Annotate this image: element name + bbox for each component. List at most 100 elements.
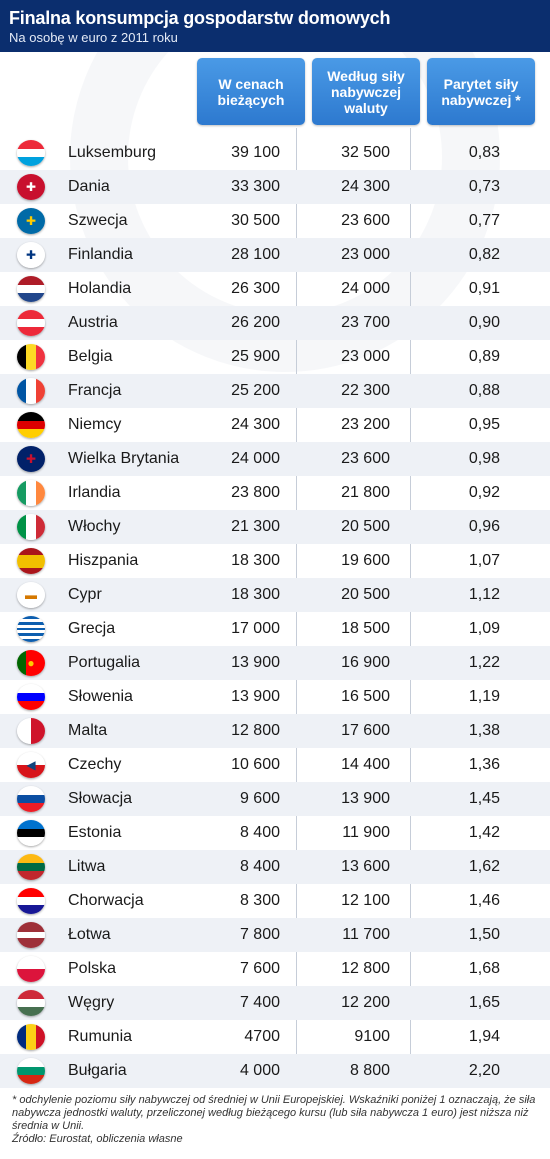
flag-icon: ● (17, 650, 45, 676)
flag-icon (17, 310, 45, 336)
value-purchasing-power: 9100 (354, 1028, 390, 1045)
flag-icon (17, 548, 45, 574)
value-current-prices: 8 400 (239, 824, 280, 841)
value-parity: 1,22 (468, 654, 500, 671)
flag-icon (17, 718, 45, 744)
value-parity: 2,20 (468, 1062, 500, 1079)
flag-icon: ◀ (17, 752, 45, 778)
value-current-prices: 25 200 (231, 382, 280, 399)
flag-icon (17, 616, 45, 642)
flag-icon (17, 956, 45, 982)
flag-icon (17, 1024, 45, 1050)
country-name: Malta (68, 722, 108, 739)
flag-icon (17, 990, 45, 1016)
value-current-prices: 7 400 (239, 994, 280, 1011)
table-row: Estonia 8 400 11 900 1,42 (0, 816, 550, 850)
country-name: Polska (68, 960, 117, 977)
value-current-prices: 26 200 (231, 314, 280, 331)
table-row: Rumunia 4700 9100 1,94 (0, 1020, 550, 1054)
flag-icon (17, 480, 45, 506)
value-current-prices: 8 300 (239, 892, 280, 909)
value-current-prices: 26 300 (231, 280, 280, 297)
value-current-prices: 33 300 (231, 178, 280, 195)
value-parity: 1,62 (468, 858, 500, 875)
value-current-prices: 17 000 (231, 620, 280, 637)
country-name: Portugalia (68, 654, 141, 671)
flag-icon (17, 378, 45, 404)
value-current-prices: 18 300 (231, 586, 280, 603)
flag-icon (17, 412, 45, 438)
footnote: * odchylenie poziomu siły nabywczej od ś… (12, 1094, 536, 1132)
value-current-prices: 39 100 (231, 144, 280, 161)
table-row: Luksemburg 39 100 32 500 0,83 (0, 136, 550, 170)
value-current-prices: 21 300 (231, 518, 280, 535)
value-parity: 1,36 (468, 756, 500, 773)
value-purchasing-power: 12 100 (341, 892, 390, 909)
table-row: Holandia 26 300 24 000 0,91 (0, 272, 550, 306)
value-current-prices: 23 800 (231, 484, 280, 501)
flag-icon (17, 922, 45, 948)
value-parity: 1,94 (468, 1028, 500, 1045)
value-purchasing-power: 16 900 (341, 654, 390, 671)
value-purchasing-power: 24 300 (341, 178, 390, 195)
value-purchasing-power: 32 500 (341, 144, 390, 161)
column-header-parity: Parytet siły nabywczej * (427, 58, 535, 125)
flag-icon: ✚ (17, 242, 45, 268)
chart-title: Finalna konsumpcja gospodarstw domowych (9, 8, 391, 28)
value-purchasing-power: 20 500 (341, 586, 390, 603)
value-purchasing-power: 20 500 (341, 518, 390, 535)
value-current-prices: 25 900 (231, 348, 280, 365)
value-parity: 1,07 (468, 552, 500, 569)
value-purchasing-power: 23 600 (341, 212, 390, 229)
value-purchasing-power: 23 700 (341, 314, 390, 331)
country-name: Szwecja (68, 212, 128, 229)
value-parity: 0,88 (468, 382, 500, 399)
value-current-prices: 24 000 (231, 450, 280, 467)
value-current-prices: 7 600 (239, 960, 280, 977)
country-name: Węgry (68, 994, 115, 1011)
value-parity: 1,68 (468, 960, 500, 977)
value-current-prices: 4 000 (239, 1062, 280, 1079)
value-parity: 0,92 (468, 484, 500, 501)
country-name: Wielka Brytania (68, 450, 180, 467)
flag-icon (17, 684, 45, 710)
blue-triangle-icon: ◀ (26, 758, 36, 772)
flag-icon (17, 888, 45, 914)
flag-icon (17, 820, 45, 846)
value-purchasing-power: 22 300 (341, 382, 390, 399)
flag-icon: ✚ (17, 446, 45, 472)
country-name: Włochy (68, 518, 121, 535)
flag-icon: ✚ (17, 174, 45, 200)
country-name: Francja (68, 382, 122, 399)
table-row: ▬ Cypr 18 300 20 500 1,12 (0, 578, 550, 612)
table-row: Niemcy 24 300 23 200 0,95 (0, 408, 550, 442)
value-purchasing-power: 13 600 (341, 858, 390, 875)
value-parity: 0,91 (468, 280, 500, 297)
value-parity: 1,50 (468, 926, 500, 943)
value-parity: 1,46 (468, 892, 500, 909)
footer: * odchylenie poziomu siły nabywczej od ś… (12, 1094, 540, 1146)
value-purchasing-power: 14 400 (341, 756, 390, 773)
value-current-prices: 9 600 (239, 790, 280, 807)
value-purchasing-power: 12 200 (341, 994, 390, 1011)
value-parity: 0,90 (468, 314, 500, 331)
value-current-prices: 28 100 (231, 246, 280, 263)
value-purchasing-power: 11 700 (342, 926, 390, 943)
country-name: Grecja (68, 620, 116, 637)
value-parity: 1,38 (468, 722, 500, 739)
nordic-cross-icon: ✚ (25, 214, 37, 228)
flag-icon (17, 514, 45, 540)
header: Finalna konsumpcja gospodarstw domowych … (0, 0, 550, 52)
table-row: Włochy 21 300 20 500 0,96 (0, 510, 550, 544)
value-current-prices: 24 300 (231, 416, 280, 433)
country-name: Niemcy (68, 416, 122, 433)
value-parity: 0,96 (468, 518, 500, 535)
table-row: Litwa 8 400 13 600 1,62 (0, 850, 550, 884)
table-row: ✚ Finlandia 28 100 23 000 0,82 (0, 238, 550, 272)
value-parity: 1,19 (468, 688, 500, 705)
table-row: Hiszpania 18 300 19 600 1,07 (0, 544, 550, 578)
table-row: Irlandia 23 800 21 800 0,92 (0, 476, 550, 510)
value-parity: 0,98 (468, 450, 500, 467)
value-parity: 1,09 (468, 620, 500, 637)
armillary-sphere-icon: ● (27, 656, 35, 670)
